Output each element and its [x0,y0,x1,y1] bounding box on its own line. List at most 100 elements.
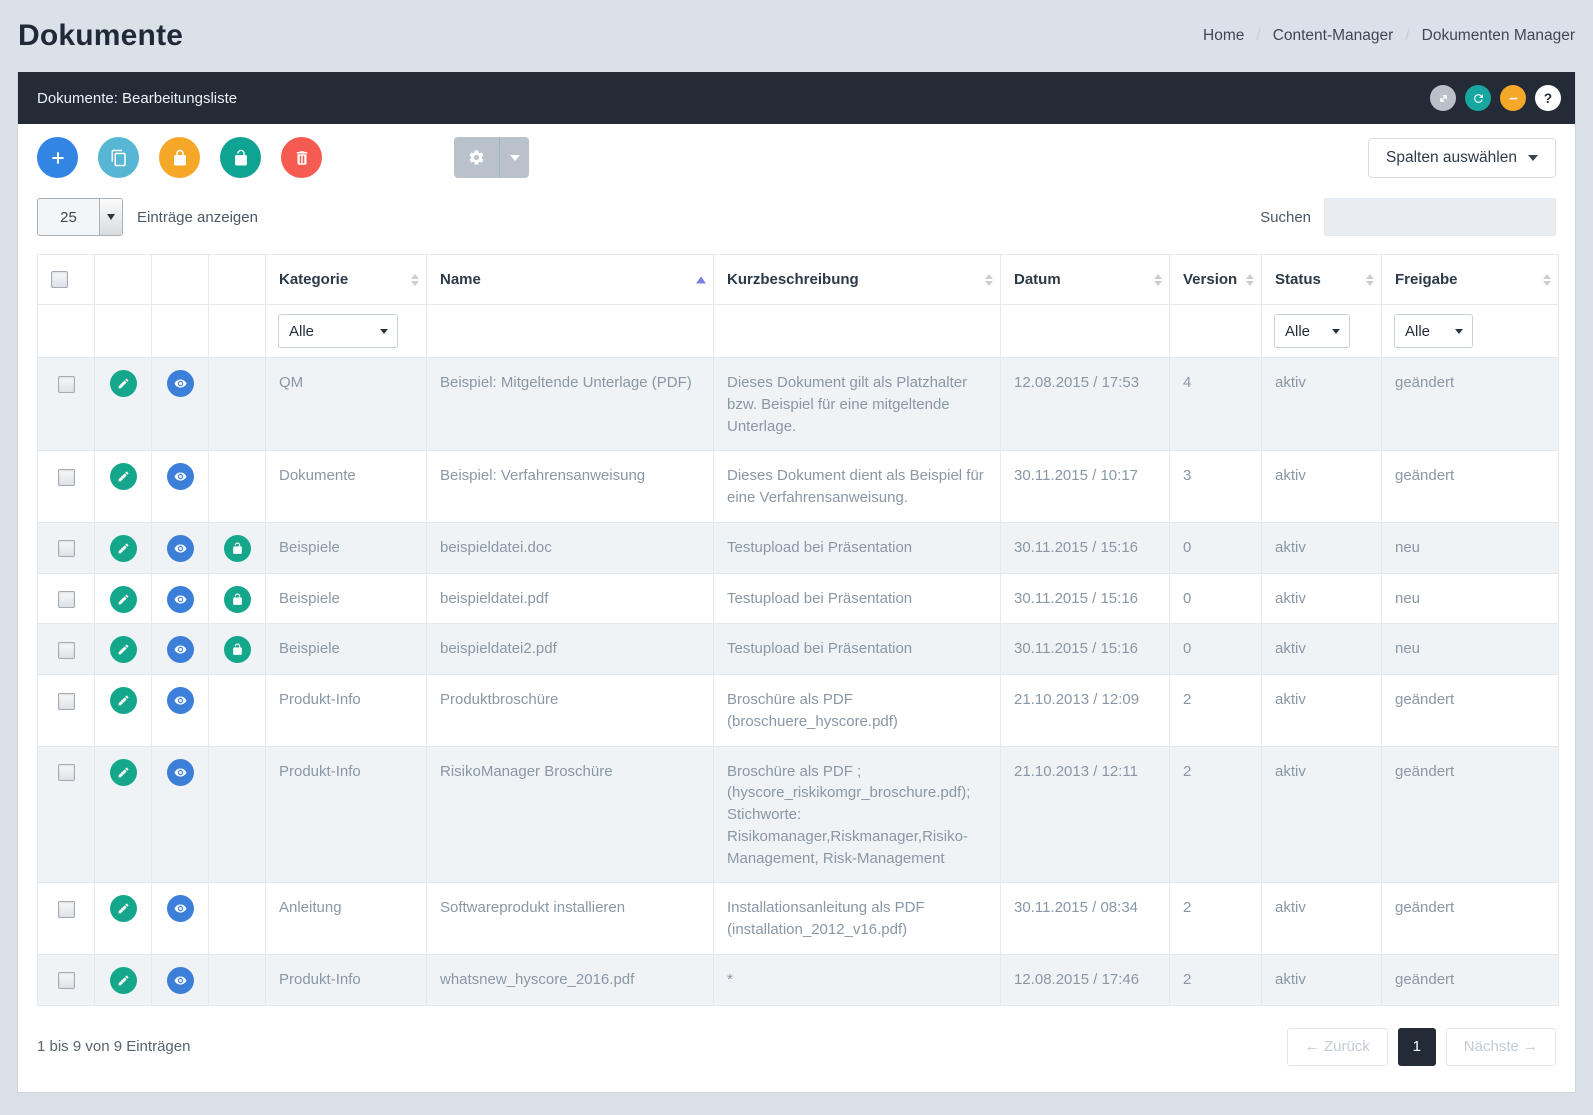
delete-button[interactable] [281,137,322,178]
view-row-button[interactable] [166,758,194,786]
row-checkbox[interactable] [57,375,75,393]
chevron-down-icon [1455,328,1463,334]
cell-name: Beispiel: Verfahrensanweisung [426,450,714,523]
sort-both-icon [1246,273,1254,286]
unlock-row-button[interactable] [223,636,251,664]
edit-row-button[interactable] [109,585,137,613]
eye-icon [174,593,187,606]
edit-row-button[interactable] [109,636,137,664]
view-row-button[interactable] [166,966,194,994]
edit-row-button[interactable] [109,966,137,994]
next-page-button[interactable]: Nächste → [1445,1027,1556,1066]
edit-row-button[interactable] [109,370,137,397]
view-row-button[interactable] [166,687,194,714]
unlock-button[interactable] [220,137,261,178]
cell-version: 2 [1169,745,1262,884]
column-header-kategorie[interactable]: Kategorie [265,254,427,305]
view-row-button[interactable] [166,463,194,491]
breadcrumb-home[interactable]: Home [1203,27,1245,44]
cell-view [151,521,209,574]
search-input[interactable] [1324,198,1556,236]
filter-cell-status: Alle [1261,304,1382,358]
columns-select-button[interactable]: Spalten auswählen [1368,137,1556,178]
view-row-button[interactable] [166,895,194,923]
filter-kategorie-select[interactable]: Alle [278,314,398,348]
unlock-row-button[interactable] [223,585,251,613]
add-button[interactable] [37,137,78,178]
eye-icon [174,902,187,915]
columns-button-label: Spalten auswählen [1386,148,1517,166]
cell-view [151,450,209,523]
cell-status: aktiv [1261,356,1382,452]
filter-cell-freigabe: Alle [1381,304,1559,358]
current-page-button[interactable]: 1 [1397,1027,1436,1066]
panel-title: Dokumente: Bearbeitungsliste [37,89,238,107]
lock-button[interactable] [159,137,200,178]
pencil-icon [117,470,130,483]
column-header-status[interactable]: Status [1261,254,1382,305]
column-header-freigabe[interactable]: Freigabe [1381,254,1559,305]
settings-dropdown-button[interactable] [500,137,529,178]
row-checkbox[interactable] [57,900,75,918]
row-checkbox[interactable] [57,540,75,558]
row-checkbox[interactable] [57,972,75,990]
sort-both-icon [411,273,419,286]
view-row-button[interactable] [166,370,194,397]
cell-kurzbeschreibung: Broschüre als PDF (broschuere_hyscore.pd… [713,674,1001,747]
column-label: Name [440,271,481,288]
page-size-select[interactable]: 25 [37,198,123,236]
settings-button[interactable] [454,137,500,178]
edit-row-button[interactable] [109,758,137,786]
page-title: Dokumente [18,19,184,52]
cell-view [151,882,209,955]
cell-status: aktiv [1261,450,1382,523]
cell-view [151,572,209,625]
copy-icon [110,149,128,167]
edit-row-button[interactable] [109,463,137,491]
cell-name: RisikoManager Broschüre [426,745,714,884]
row-checkbox[interactable] [57,591,75,609]
cell-edit [94,674,152,747]
filter-freigabe-select[interactable]: Alle [1394,314,1473,348]
edit-row-button[interactable] [109,687,137,714]
minus-icon [1507,92,1520,105]
row-checkbox[interactable] [57,764,75,782]
view-row-button[interactable] [166,534,194,562]
cell-version: 3 [1169,450,1262,523]
view-row-button[interactable] [166,636,194,664]
edit-row-button[interactable] [109,895,137,923]
filter-status-select[interactable]: Alle [1274,314,1350,348]
panel-refresh-button[interactable] [1465,85,1491,111]
panel-help-button[interactable]: ? [1535,85,1561,111]
column-header-name[interactable]: Name [426,254,714,305]
row-checkbox[interactable] [57,641,75,659]
panel-move-button[interactable] [1430,85,1456,111]
cell-status: aktiv [1261,745,1382,884]
select-all-checkbox[interactable] [51,271,68,289]
previous-page-button[interactable]: ← Zurück [1286,1027,1388,1066]
row-checkbox[interactable] [57,468,75,486]
cell-kurzbeschreibung: Testupload bei Präsentation [713,572,1001,625]
cell-edit [94,521,152,574]
column-header-version[interactable]: Version [1169,254,1262,305]
panel-collapse-button[interactable] [1500,85,1526,111]
cell-lock [208,745,266,884]
cell-datum: 21.10.2013 / 12:11 [1000,745,1170,884]
lock-icon [171,149,189,167]
edit-row-button[interactable] [109,534,137,562]
column-header-select-empty [37,254,95,305]
cell-view [151,674,209,747]
cell-kurzbeschreibung: Dieses Dokument gilt als Platzhalter bzw… [713,356,1001,452]
cell-kurzbeschreibung: * [713,953,1001,1006]
row-checkbox[interactable] [57,692,75,710]
unlock-row-button[interactable] [223,534,251,562]
copy-button[interactable] [98,137,139,178]
column-header-lock-empty [208,254,266,305]
column-header-datum[interactable]: Datum [1000,254,1170,305]
pencil-icon [117,902,130,915]
cell-select [37,882,95,955]
breadcrumb-content-manager[interactable]: Content-Manager [1272,27,1394,44]
view-row-button[interactable] [166,585,194,613]
column-header-kurzbeschreibung[interactable]: Kurzbeschreibung [713,254,1001,305]
breadcrumb-separator: / [1405,27,1410,44]
